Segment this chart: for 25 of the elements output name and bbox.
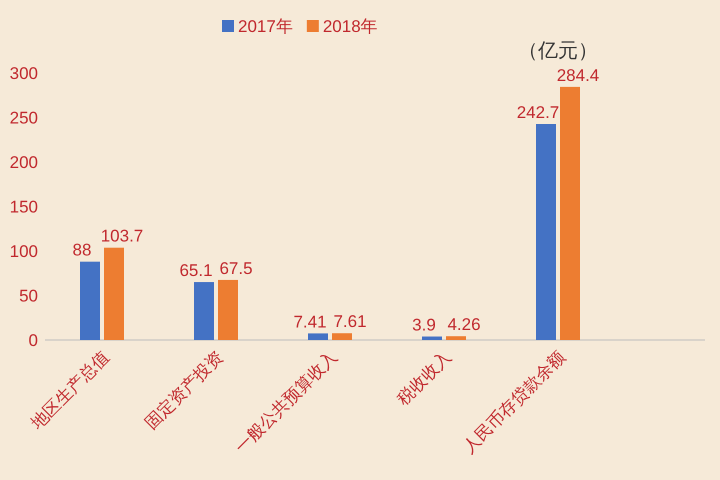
x-tick-label: 税收收入 [393, 347, 455, 409]
y-tick-label: 300 [10, 64, 38, 83]
text: （亿元） [518, 40, 598, 62]
y-tick-label: 150 [10, 198, 38, 216]
y-tick-label: 250 [10, 108, 38, 128]
x-tick-label: 固定资产投资 [141, 347, 227, 433]
legend-label: 2017年 [238, 17, 293, 36]
data-label: 242.7 [516, 102, 560, 122]
x-tick-label: 人民币存贷款余额 [459, 347, 569, 457]
legend-label: 2018年 [322, 17, 378, 36]
y-tick-label: 100 [10, 242, 38, 261]
data-label: 7.41 [293, 312, 327, 332]
data-label: 65.1 [179, 261, 213, 280]
data-label: 284.4 [556, 66, 600, 85]
data-label: 103.7 [100, 226, 144, 246]
y-tick-label: 0 [28, 331, 38, 350]
y-tick-label: 200 [10, 153, 38, 172]
data-label: 67.5 [219, 258, 253, 278]
x-tick-label: 地区生产总值 [26, 347, 113, 434]
data-label: 4.26 [447, 315, 481, 334]
data-label: 7.61 [333, 312, 367, 332]
x-tick-label: 一般公共预算收入 [231, 347, 341, 457]
data-label: 88 [72, 240, 92, 260]
data-label: 3.9 [412, 316, 436, 335]
y-tick-label: 50 [19, 286, 38, 306]
